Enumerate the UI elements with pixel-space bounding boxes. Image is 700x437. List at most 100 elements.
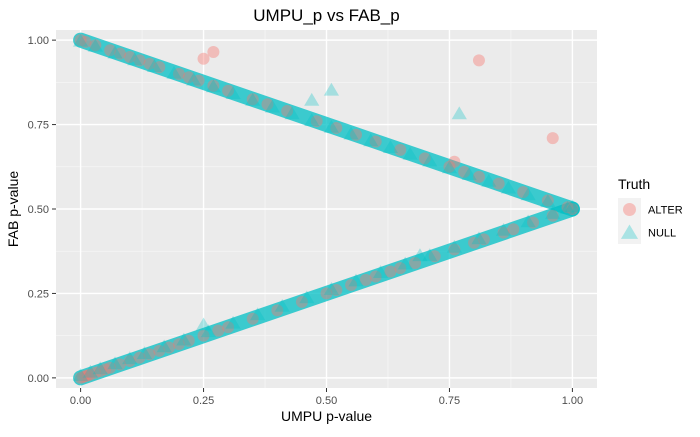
data-point-null [323, 82, 340, 96]
data-point-null [348, 273, 364, 287]
data-point-alter [330, 284, 343, 297]
data-point-alter [153, 61, 166, 74]
data-point-null [397, 256, 413, 270]
data-point-alter [320, 287, 333, 300]
data-point-alter [507, 223, 520, 236]
data-point-alter [74, 371, 87, 384]
data-point-alter [472, 54, 485, 67]
data-point-null [402, 146, 418, 160]
data-point-alter [409, 257, 422, 270]
data-point-alter [350, 128, 363, 141]
data-point-alter [246, 312, 259, 325]
data-point-null [446, 239, 462, 253]
data-point-null [146, 59, 162, 72]
data-point-null [304, 92, 320, 106]
data-point-alter [359, 273, 372, 286]
data-point-null [495, 222, 512, 236]
data-point-null [136, 346, 153, 360]
y-axis-label: FAB p-value [5, 171, 21, 247]
data-point-alter [212, 324, 225, 337]
data-point-alter [133, 54, 146, 67]
data-point-alter [133, 351, 146, 364]
data-point-null [107, 356, 123, 370]
data-point-alter [81, 369, 94, 382]
data-point-alter [89, 366, 102, 379]
data-point-alter [123, 354, 136, 367]
x-tick-label: 0.25 [193, 395, 214, 407]
data-point-alter [497, 226, 510, 239]
data-point-null [540, 194, 556, 208]
data-point-alter [281, 105, 294, 118]
data-point-alter [192, 74, 205, 87]
data-point-alter [182, 334, 195, 347]
data-point-alter [541, 194, 554, 207]
legend-key-alter [623, 203, 636, 216]
x-tick-label: 0.50 [316, 395, 337, 407]
data-point-null [127, 52, 143, 66]
data-point-alter [369, 270, 382, 283]
data-point-null [564, 199, 581, 213]
data-point-alter [566, 203, 579, 215]
data-point-alter [153, 344, 166, 357]
data-point-alter [492, 177, 505, 190]
data-point-null [225, 315, 241, 329]
data-point-null [205, 79, 221, 93]
major-gridlines [56, 30, 597, 388]
data-point-alter [113, 358, 126, 371]
data-point-null [412, 248, 428, 262]
data-point-alter [74, 34, 87, 47]
data-point-alter [182, 71, 195, 84]
data-point-alter [143, 57, 156, 70]
data-point-alter [197, 52, 210, 65]
data-point-alter [222, 84, 235, 97]
dense-point-bands [73, 32, 580, 386]
data-point-alter [418, 152, 431, 165]
data-point-null [373, 265, 389, 278]
data-point-null [545, 206, 561, 219]
data-point-alter [163, 341, 176, 354]
legend-key-background [618, 221, 641, 244]
data-point-alter [172, 67, 185, 80]
data-point-null [87, 38, 103, 52]
data-point-null [441, 160, 458, 174]
data-point-alter [527, 216, 540, 229]
x-axis-label: UMPU p-value [281, 408, 372, 424]
data-point-alter [104, 44, 117, 57]
data-point-alter [443, 160, 456, 173]
data-point-null [422, 248, 438, 262]
y-tick-label: 0.25 [28, 288, 49, 300]
data-point-null [186, 72, 202, 86]
x-tick-label: 0.75 [439, 395, 460, 407]
data-point-null [559, 201, 576, 214]
data-point-alter [84, 368, 97, 381]
x-axis: 0.00 0.25 0.50 0.75 1.00 [70, 388, 583, 407]
legend-title: Truth [618, 176, 650, 192]
data-point-null [176, 332, 192, 346]
data-point-alter [546, 209, 559, 222]
data-point-alter [394, 262, 407, 275]
data-point-alter [207, 45, 220, 58]
data-point-null [422, 153, 438, 167]
data-point-null [72, 33, 89, 47]
data-point-alter [295, 295, 308, 308]
data-point-alter [246, 93, 259, 106]
upper-band [73, 32, 580, 217]
data-point-alter [394, 143, 407, 156]
data-point-null [156, 339, 172, 353]
data-point-null [461, 167, 477, 181]
data-point-null [382, 140, 399, 154]
data-point-alter [207, 79, 220, 92]
data-point-null [72, 368, 89, 381]
data-point-alter [428, 250, 441, 263]
data-point-null [343, 126, 359, 140]
data-point-null [274, 298, 290, 312]
data-point-alter [546, 132, 559, 145]
data-point-alter [99, 363, 112, 376]
x-tick-label: 1.00 [562, 395, 583, 407]
data-point-alter [261, 98, 274, 111]
data-point-null [122, 351, 138, 365]
data-point-alter [310, 115, 323, 128]
data-point-alter [369, 135, 382, 148]
data-point-alter [472, 170, 485, 183]
data-point-null [225, 86, 241, 99]
